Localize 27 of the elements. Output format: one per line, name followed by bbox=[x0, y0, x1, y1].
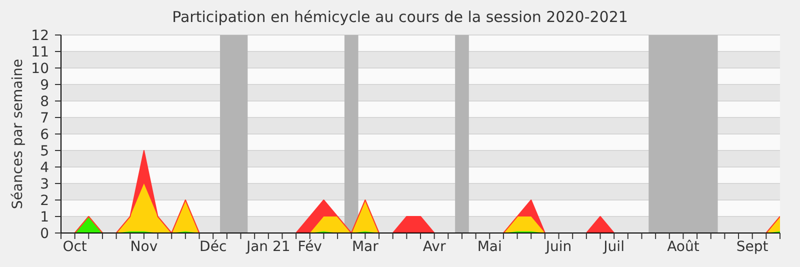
y-tick-label: 0 bbox=[40, 226, 49, 242]
y-tick-label: 8 bbox=[40, 94, 49, 110]
x-tick-label: Mai bbox=[477, 238, 502, 255]
x-tick-label: Déc bbox=[200, 238, 227, 255]
x-tick-label: Juil bbox=[602, 238, 624, 255]
y-tick-label: 11 bbox=[31, 44, 49, 60]
x-tick-label: Jan 21 bbox=[245, 238, 290, 255]
y-tick-label: 12 bbox=[31, 28, 49, 44]
y-tick-label: 5 bbox=[40, 144, 49, 160]
y-tick-label: 9 bbox=[40, 78, 49, 94]
y-tick-label: 1 bbox=[40, 210, 49, 226]
x-tick-label: Juin bbox=[544, 238, 572, 255]
y-tick-label: 7 bbox=[40, 110, 49, 126]
x-tick-label: Fév bbox=[298, 238, 322, 255]
y-tick-label: 10 bbox=[31, 61, 49, 77]
y-tick-label: 2 bbox=[40, 193, 49, 209]
x-tick-label: Avr bbox=[422, 238, 446, 255]
x-tick-label: Sept bbox=[736, 238, 769, 255]
chart-title: Participation en hémicycle au cours de la session 2020-2021 bbox=[171, 8, 629, 26]
x-tick-label: Nov bbox=[130, 238, 158, 255]
x-tick-label: Mar bbox=[352, 238, 379, 255]
y-tick-label: 3 bbox=[40, 176, 49, 192]
y-tick-label: 4 bbox=[40, 160, 50, 176]
x-tick-label: Oct bbox=[62, 238, 88, 255]
y-axis-title: Séances par semaine bbox=[10, 58, 26, 210]
y-tick-label: 6 bbox=[40, 127, 50, 143]
x-tick-label: Août bbox=[667, 238, 700, 255]
